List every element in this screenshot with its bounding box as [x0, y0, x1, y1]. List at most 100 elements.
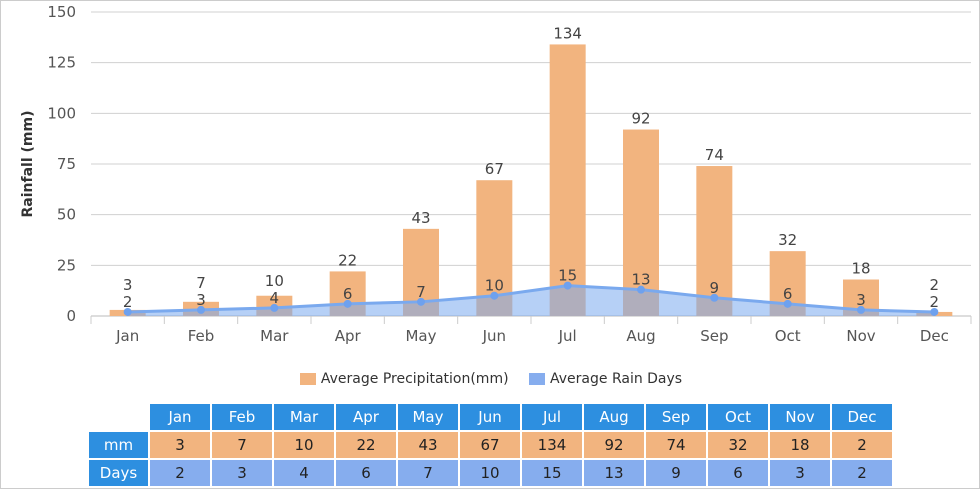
table-cell-mm: 134	[522, 432, 582, 458]
table-cell-days: 6	[708, 460, 768, 486]
data-table: Jan Feb Mar Apr May Jun Jul Aug Sep Oct Nov Dec mm 3…	[87, 402, 894, 488]
precipitation-data-label: 32	[778, 231, 797, 249]
x-tick-label: Mar	[260, 327, 289, 345]
table-cell-mm: 92	[584, 432, 644, 458]
precipitation-data-label: 18	[851, 260, 870, 278]
precipitation-data-label: 43	[411, 209, 430, 227]
table-cell-mm: 74	[646, 432, 706, 458]
precipitation-data-label: 67	[485, 160, 504, 178]
rain-days-data-label: 13	[631, 271, 650, 289]
table-cell-mm: 67	[460, 432, 520, 458]
table-cell-days: 3	[212, 460, 272, 486]
y-tick-label: 100	[47, 104, 76, 122]
table-header-month: Jul	[522, 404, 582, 430]
precipitation-bar	[549, 44, 586, 316]
precipitation-bar	[623, 129, 659, 316]
table-header-month: Nov	[770, 404, 830, 430]
table-cell-days: 7	[398, 460, 458, 486]
rain-days-point	[857, 305, 865, 314]
table-cell-days: 13	[584, 460, 644, 486]
rain-days-area	[127, 285, 935, 316]
table-header-month: Mar	[274, 404, 334, 430]
y-tick-label: 150	[47, 3, 76, 21]
rain-days-point	[783, 299, 792, 308]
rain-days-data-label: 7	[416, 283, 426, 301]
x-tick-label: Sep	[700, 327, 728, 345]
table-cell-days: 3	[770, 460, 830, 486]
table-header-month: Oct	[708, 404, 768, 430]
rain-days-point	[563, 281, 572, 290]
rain-days-data-label: 2	[123, 293, 133, 311]
x-tick-label: Apr	[335, 327, 362, 345]
table-cell-mm: 7	[212, 432, 272, 458]
table-header-month: Aug	[584, 404, 644, 430]
rain-days-swatch	[529, 373, 545, 385]
rain-days-data-label: 3	[856, 291, 866, 309]
legend-item-precipitation[interactable]: Average Precipitation(mm)	[299, 371, 509, 387]
rain-days-data-label: 6	[343, 285, 353, 303]
rain-days-point	[637, 285, 645, 294]
legend: Average Precipitation(mm) Average Rain D…	[1, 371, 979, 389]
table-header-month: May	[398, 404, 458, 430]
rain-days-data-label: 9	[710, 279, 720, 297]
precipitation-data-label: 92	[631, 110, 650, 128]
rain-days-data-label: 6	[783, 285, 793, 303]
x-tick-label: Jul	[558, 327, 577, 345]
x-tick-label: Jan	[115, 327, 139, 345]
precipitation-data-label: 7	[196, 274, 206, 292]
y-tick-label: 50	[57, 206, 76, 224]
rain-days-point	[490, 291, 499, 300]
precipitation-data-label: 3	[123, 276, 133, 294]
precipitation-data-label: 74	[705, 146, 724, 164]
precipitation-data-label: 10	[265, 272, 284, 290]
legend-item-rain-days[interactable]: Average Rain Days	[529, 371, 682, 387]
legend-label: Average Rain Days	[550, 371, 683, 387]
table-cell-days: 10	[460, 460, 520, 486]
x-tick-label: May	[405, 327, 436, 345]
rain-days-point	[270, 303, 279, 312]
table-cell-days: 2	[832, 460, 892, 486]
rain-days-data-label: 2	[930, 293, 940, 311]
table-header-month: Jun	[460, 404, 520, 430]
precipitation-data-label: 134	[553, 24, 582, 42]
table-cell-mm: 22	[336, 432, 396, 458]
rain-days-point	[930, 307, 939, 316]
x-tick-label: Oct	[775, 327, 801, 345]
table-cell-mm: 10	[274, 432, 334, 458]
table-cell-mm: 32	[708, 432, 768, 458]
table-cell-days: 9	[646, 460, 706, 486]
rain-days-data-label: 4	[270, 289, 280, 307]
table-header-month: Apr	[336, 404, 396, 430]
precipitation-data-label: 22	[338, 251, 357, 269]
table-cell-days: 2	[150, 460, 210, 486]
table-header-month: Dec	[832, 404, 892, 430]
rain-days-point	[343, 299, 352, 308]
table-cell-mm: 18	[770, 432, 830, 458]
y-axis-label: Rainfall (mm)	[20, 111, 36, 218]
table-header-month: Feb	[212, 404, 272, 430]
legend-label: Average Precipitation(mm)	[320, 371, 509, 387]
x-tick-label: Dec	[920, 327, 949, 345]
x-tick-label: Nov	[846, 327, 875, 345]
chart-svg: 0 25 50 75 100 125 150 Rainfall (mm) Jan Feb Mar Ap…	[20, 3, 972, 345]
x-tick-label: Feb	[188, 327, 215, 345]
rain-days-point	[710, 293, 719, 302]
rain-days-point	[197, 305, 205, 314]
table-cell-mm: 3	[150, 432, 210, 458]
table-cell-days: 6	[336, 460, 396, 486]
rain-days-data-label: 10	[485, 277, 504, 295]
x-tick-label: Jun	[482, 327, 506, 345]
rain-days-point	[417, 297, 425, 306]
rain-days-line	[127, 284, 935, 314]
row-label-days: Days	[89, 460, 148, 486]
precipitation-bar	[696, 166, 733, 316]
precipitation-swatch	[299, 373, 316, 385]
rain-days-data-label: 3	[196, 291, 206, 309]
y-tick-label: 75	[57, 155, 76, 173]
table-header-month: Jan	[150, 404, 210, 430]
row-label-mm: mm	[89, 432, 148, 458]
y-tick-label: 25	[57, 256, 76, 274]
table-cell-days: 15	[522, 460, 582, 486]
y-tick-label: 125	[47, 54, 76, 72]
table-cell-days: 4	[274, 460, 334, 486]
